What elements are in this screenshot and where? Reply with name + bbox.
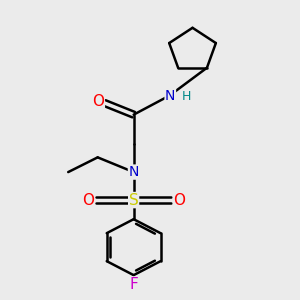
Text: F: F — [129, 277, 138, 292]
Text: N: N — [165, 88, 175, 103]
Text: N: N — [128, 165, 139, 179]
Text: O: O — [173, 193, 185, 208]
Text: O: O — [82, 193, 94, 208]
Text: S: S — [129, 193, 139, 208]
Text: O: O — [92, 94, 104, 109]
Text: H: H — [182, 91, 191, 103]
